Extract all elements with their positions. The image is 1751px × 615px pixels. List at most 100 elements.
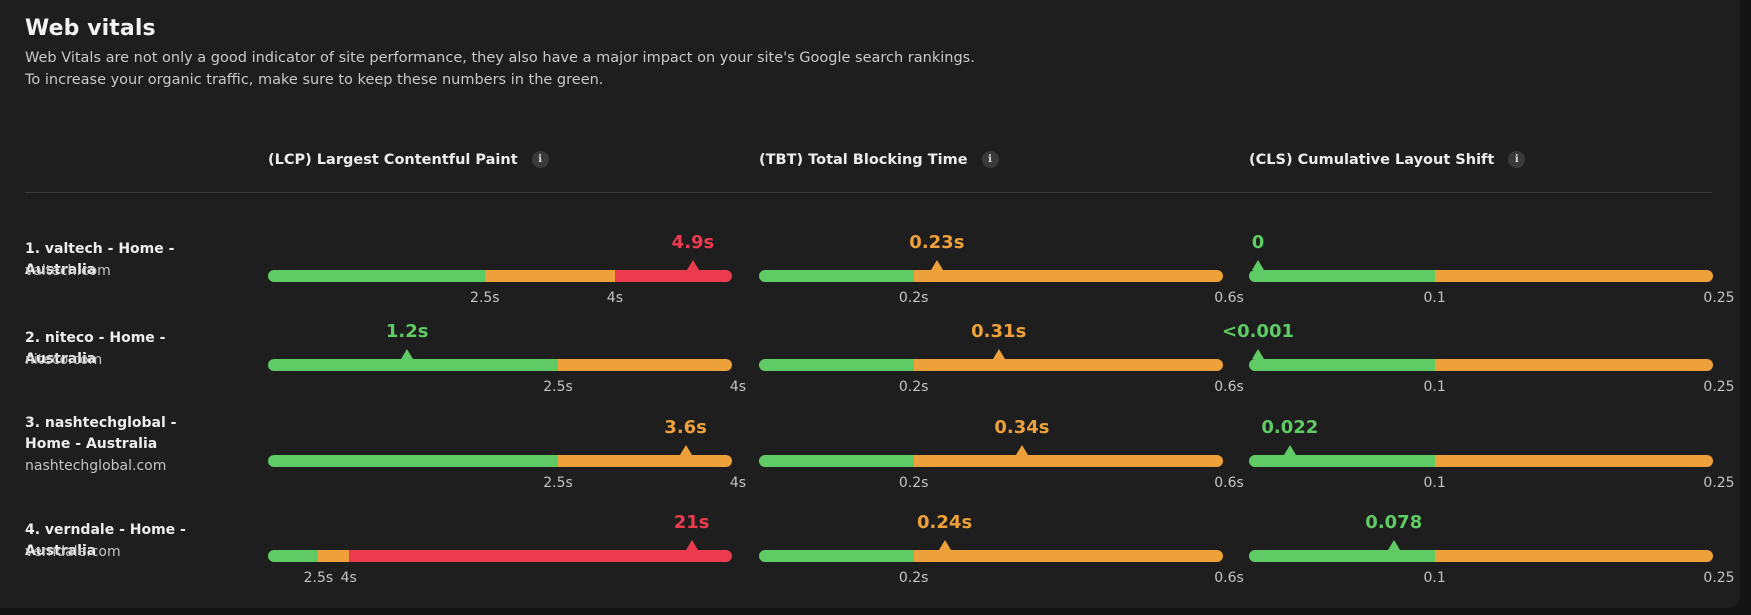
threshold-tick-label: 2.5s — [470, 290, 500, 306]
threshold-tick-label: 4s — [729, 475, 747, 491]
info-icon[interactable]: i — [1508, 151, 1526, 168]
row-name: 4. verndale - Home - Australia — [25, 522, 186, 559]
metric-value-label: 0.23s — [909, 232, 965, 253]
threshold-tick-label: 0.25 — [1703, 379, 1735, 395]
info-icon[interactable]: i — [531, 151, 549, 168]
metric-value-label: 21s — [673, 512, 710, 533]
gauge-segment-poor — [614, 270, 732, 282]
threshold-tick-label: 4s — [606, 290, 624, 306]
tbt-gauge-bar — [759, 359, 1223, 371]
cls-gauge-bar — [1249, 270, 1713, 282]
gauge-segment-needs-improvement — [913, 550, 1223, 562]
column-header-label: (CLS) Cumulative Layout Shift — [1249, 151, 1495, 168]
column-header-cls: (CLS) Cumulative Layout Shift i — [1249, 151, 1526, 168]
gauge-segment-good — [1249, 455, 1435, 467]
metric-value-label: 0 — [1251, 232, 1265, 253]
gauge-segment-good — [759, 359, 914, 371]
gauge-segment-needs-improvement — [1434, 455, 1713, 467]
threshold-tick-label: 0.1 — [1423, 475, 1446, 491]
threshold-tick-label: 0.6s — [1214, 570, 1244, 586]
value-marker-icon — [1252, 260, 1264, 270]
row-domain: nashtechglobal.com — [25, 458, 167, 474]
tbt-gauge-bar — [759, 550, 1223, 562]
gauge-segment-good — [268, 550, 319, 562]
metric-value-label: 0.022 — [1261, 417, 1319, 438]
threshold-tick-label: 0.25 — [1703, 475, 1735, 491]
info-icon[interactable]: i — [981, 151, 999, 168]
value-marker-icon — [938, 540, 951, 550]
page-title: Web vitals — [25, 16, 156, 41]
value-marker-icon — [1387, 540, 1400, 550]
value-marker-icon — [1283, 445, 1296, 455]
row-domain: niteco.com — [25, 352, 103, 368]
gauge-segment-needs-improvement — [558, 455, 732, 467]
threshold-tick-label: 0.1 — [1423, 570, 1446, 586]
threshold-tick-label: 0.25 — [1703, 570, 1735, 586]
gauge-segment-good — [759, 455, 914, 467]
threshold-tick-label: 4s — [340, 570, 357, 586]
gauge-segment-needs-improvement — [1434, 270, 1713, 282]
gauge-segment-good — [268, 359, 558, 371]
gauge-segment-needs-improvement — [913, 359, 1223, 371]
tbt-gauge-bar — [759, 270, 1223, 282]
metric-value-label: 1.2s — [385, 321, 429, 342]
lcp-gauge-bar — [268, 359, 732, 371]
threshold-tick-label: 0.2s — [898, 290, 929, 306]
threshold-tick-label: 0.6s — [1214, 290, 1244, 306]
value-marker-icon — [686, 260, 699, 270]
value-marker-icon — [1252, 349, 1264, 359]
metric-value-label: 0.078 — [1365, 512, 1423, 533]
metric-value-label: 3.6s — [664, 417, 707, 438]
cls-gauge-bar — [1249, 455, 1713, 467]
value-marker-icon — [930, 260, 943, 270]
gauge-segment-needs-improvement — [1434, 550, 1713, 562]
row-name: 3. nashtechglobal - Home - Australia — [25, 415, 177, 452]
threshold-tick-label: 0.1 — [1423, 379, 1446, 395]
gauge-segment-poor — [348, 550, 732, 562]
threshold-tick-label: 4s — [729, 379, 747, 395]
lcp-gauge-bar — [268, 455, 732, 467]
gauge-segment-needs-improvement — [913, 455, 1223, 467]
threshold-tick-label: 0.2s — [898, 570, 929, 586]
value-marker-icon — [685, 540, 698, 550]
row-name: 1. valtech - Home - Australia — [25, 241, 175, 278]
cls-gauge-bar — [1249, 550, 1713, 562]
threshold-tick-label: 2.5s — [543, 379, 573, 395]
gauge-segment-good — [268, 270, 485, 282]
threshold-tick-label: 0.25 — [1703, 290, 1735, 306]
gauge-segment-needs-improvement — [1434, 359, 1713, 371]
threshold-tick-label: 0.6s — [1214, 475, 1244, 491]
gauge-segment-good — [268, 455, 558, 467]
metric-value-label: <0.001 — [1221, 321, 1295, 342]
row-domain: valtech.com — [25, 263, 111, 279]
gauge-segment-needs-improvement — [913, 270, 1223, 282]
metric-value-label: 0.31s — [971, 321, 1027, 342]
threshold-tick-label: 0.2s — [898, 475, 929, 491]
gauge-segment-needs-improvement — [318, 550, 349, 562]
description-line-1: Web Vitals are not only a good indicator… — [25, 50, 975, 66]
gauge-segment-good — [759, 270, 914, 282]
cls-gauge-bar — [1249, 359, 1713, 371]
threshold-tick-label: 2.5s — [303, 570, 334, 586]
row-domain: verndale.com — [25, 544, 121, 560]
column-header-label: (TBT) Total Blocking Time — [759, 151, 968, 168]
metric-value-label: 0.34s — [994, 417, 1050, 438]
gauge-segment-good — [1249, 359, 1435, 371]
column-header-tbt: (TBT) Total Blocking Time i — [759, 151, 999, 168]
gauge-segment-needs-improvement — [484, 270, 615, 282]
gauge-segment-good — [759, 550, 914, 562]
threshold-tick-label: 0.1 — [1423, 290, 1446, 306]
value-marker-icon — [679, 445, 692, 455]
lcp-gauge-bar — [268, 550, 732, 562]
lcp-gauge-bar — [268, 270, 732, 282]
metric-value-label: 4.9s — [671, 232, 715, 253]
value-marker-icon — [401, 349, 414, 359]
column-header-lcp: (LCP) Largest Contentful Paint i — [268, 151, 549, 168]
metric-value-label: 0.24s — [917, 512, 973, 533]
threshold-tick-label: 0.6s — [1214, 379, 1244, 395]
value-marker-icon — [992, 349, 1005, 359]
gauge-segment-good — [1249, 270, 1435, 282]
gauge-segment-needs-improvement — [558, 359, 732, 371]
description-line-2: To increase your organic traffic, make s… — [25, 72, 604, 88]
